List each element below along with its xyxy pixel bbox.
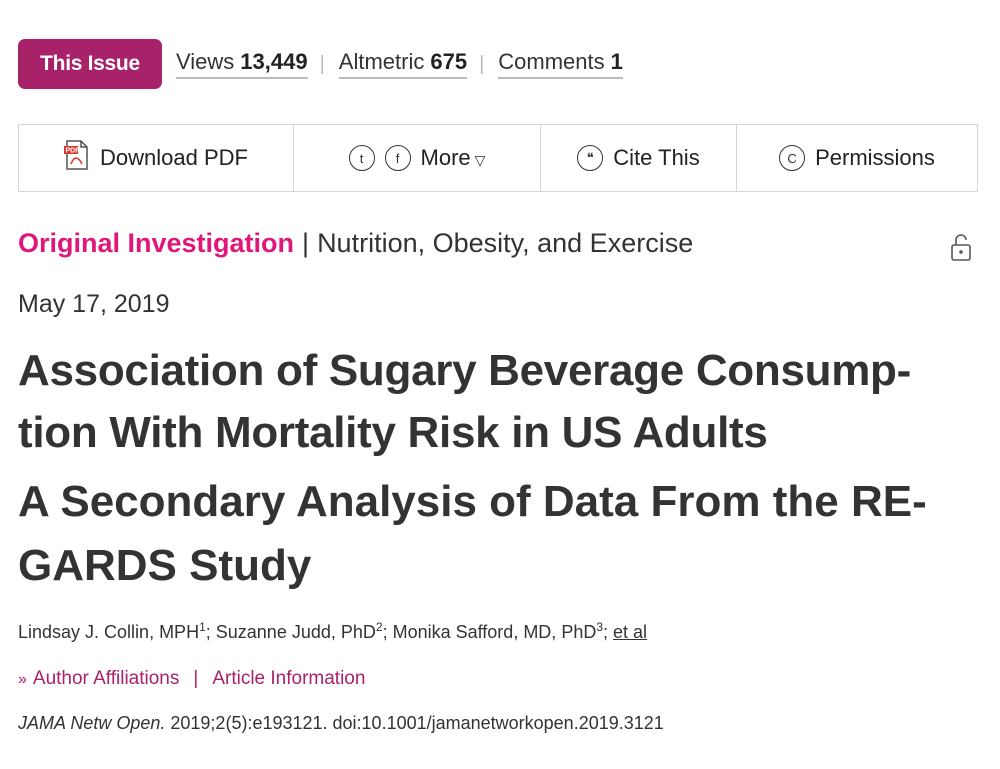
pdf-icon: PDF <box>64 140 90 176</box>
more-button[interactable]: More ▽ <box>421 145 486 171</box>
article-type[interactable]: Original Investigation <box>18 228 295 258</box>
metric-separator: | <box>319 52 325 75</box>
this-issue-button[interactable]: This Issue <box>18 39 162 89</box>
share-more-group: t f More ▽ <box>294 125 541 191</box>
article-title: Association of Sugary Beverage Consump-t… <box>18 346 911 457</box>
download-pdf-button[interactable]: PDF Download PDF <box>19 125 294 191</box>
et-al-link[interactable]: et al <box>613 622 648 642</box>
altmetric-link[interactable]: Altmetric 675 <box>338 49 468 79</box>
views-label: Views <box>176 49 235 74</box>
double-chevron-right-icon: » <box>18 671 27 688</box>
metrics-bar: This Issue Views 13,449 | Altmetric 675 … <box>18 38 623 90</box>
article-toolbar: PDF Download PDF t f More ▽ ❝ Cite This C… <box>18 124 978 192</box>
author-name[interactable]: Lindsay J. Collin, MPH <box>18 622 200 642</box>
permissions-label: Permissions <box>815 145 935 170</box>
cite-this-button[interactable]: ❝ Cite This <box>541 125 737 191</box>
citation-details: 2019;2(5):e193121. doi:10.1001/jamanetwo… <box>165 713 664 733</box>
comments-link[interactable]: Comments 1 <box>498 49 623 79</box>
author-affiliation-number: 3 <box>596 620 604 634</box>
article-info-links: » Author Affiliations | Article Informati… <box>18 668 365 690</box>
views-link[interactable]: Views 13,449 <box>176 49 308 79</box>
altmetric-metric: Altmetric 675 | <box>338 49 485 79</box>
cite-this-label: Cite This <box>613 145 700 170</box>
views-metric: Views 13,449 | <box>176 49 325 79</box>
article-information-link[interactable]: Article Information <box>212 668 366 689</box>
author-affiliation-number: 2 <box>375 620 383 634</box>
quote-icon: ❝ <box>577 145 604 171</box>
article-topic[interactable]: Nutrition, Obesity, and Exercise <box>317 228 694 258</box>
article-subtitle: A Secondary Analysis of Data From the RE… <box>18 477 927 590</box>
chevron-down-icon: ▽ <box>474 152 486 168</box>
comments-metric: Comments 1 <box>498 49 623 79</box>
author-affiliation-number: 1 <box>199 620 206 634</box>
svg-text:PDF: PDF <box>66 148 81 155</box>
author-affiliations-link[interactable]: » Author Affiliations <box>18 668 179 690</box>
facebook-icon[interactable]: f <box>384 145 411 171</box>
author-list: Lindsay J. Collin, MPH1; Suzanne Judd, P… <box>18 620 647 643</box>
category-separator: | <box>302 228 310 258</box>
publication-date: May 17, 2019 <box>18 290 170 318</box>
comments-label: Comments <box>498 49 605 74</box>
more-label: More <box>420 145 471 170</box>
comments-value: 1 <box>610 49 623 74</box>
citation-line: JAMA Netw Open. 2019;2(5):e193121. doi:1… <box>18 713 664 734</box>
author-name[interactable]: ; Monika Safford, MD, PhD <box>382 622 597 642</box>
article-category: Original Investigation | Nutrition, Obes… <box>18 228 978 261</box>
author-name[interactable]: ; Suzanne Judd, PhD <box>205 622 376 642</box>
twitter-icon[interactable]: t <box>348 145 375 171</box>
views-value: 13,449 <box>240 49 308 74</box>
copyright-icon: C <box>779 145 806 171</box>
author-separator: ; <box>603 622 614 642</box>
download-pdf-label: Download PDF <box>100 145 248 170</box>
open-access-lock-icon <box>950 232 972 269</box>
altmetric-label: Altmetric <box>338 49 425 74</box>
metric-separator: | <box>479 52 485 75</box>
journal-name: JAMA Netw Open. <box>18 713 166 733</box>
links-separator: | <box>193 668 199 689</box>
author-affiliations-label: Author Affiliations <box>32 668 180 689</box>
permissions-button[interactable]: C Permissions <box>737 125 977 191</box>
altmetric-value: 675 <box>430 49 468 74</box>
